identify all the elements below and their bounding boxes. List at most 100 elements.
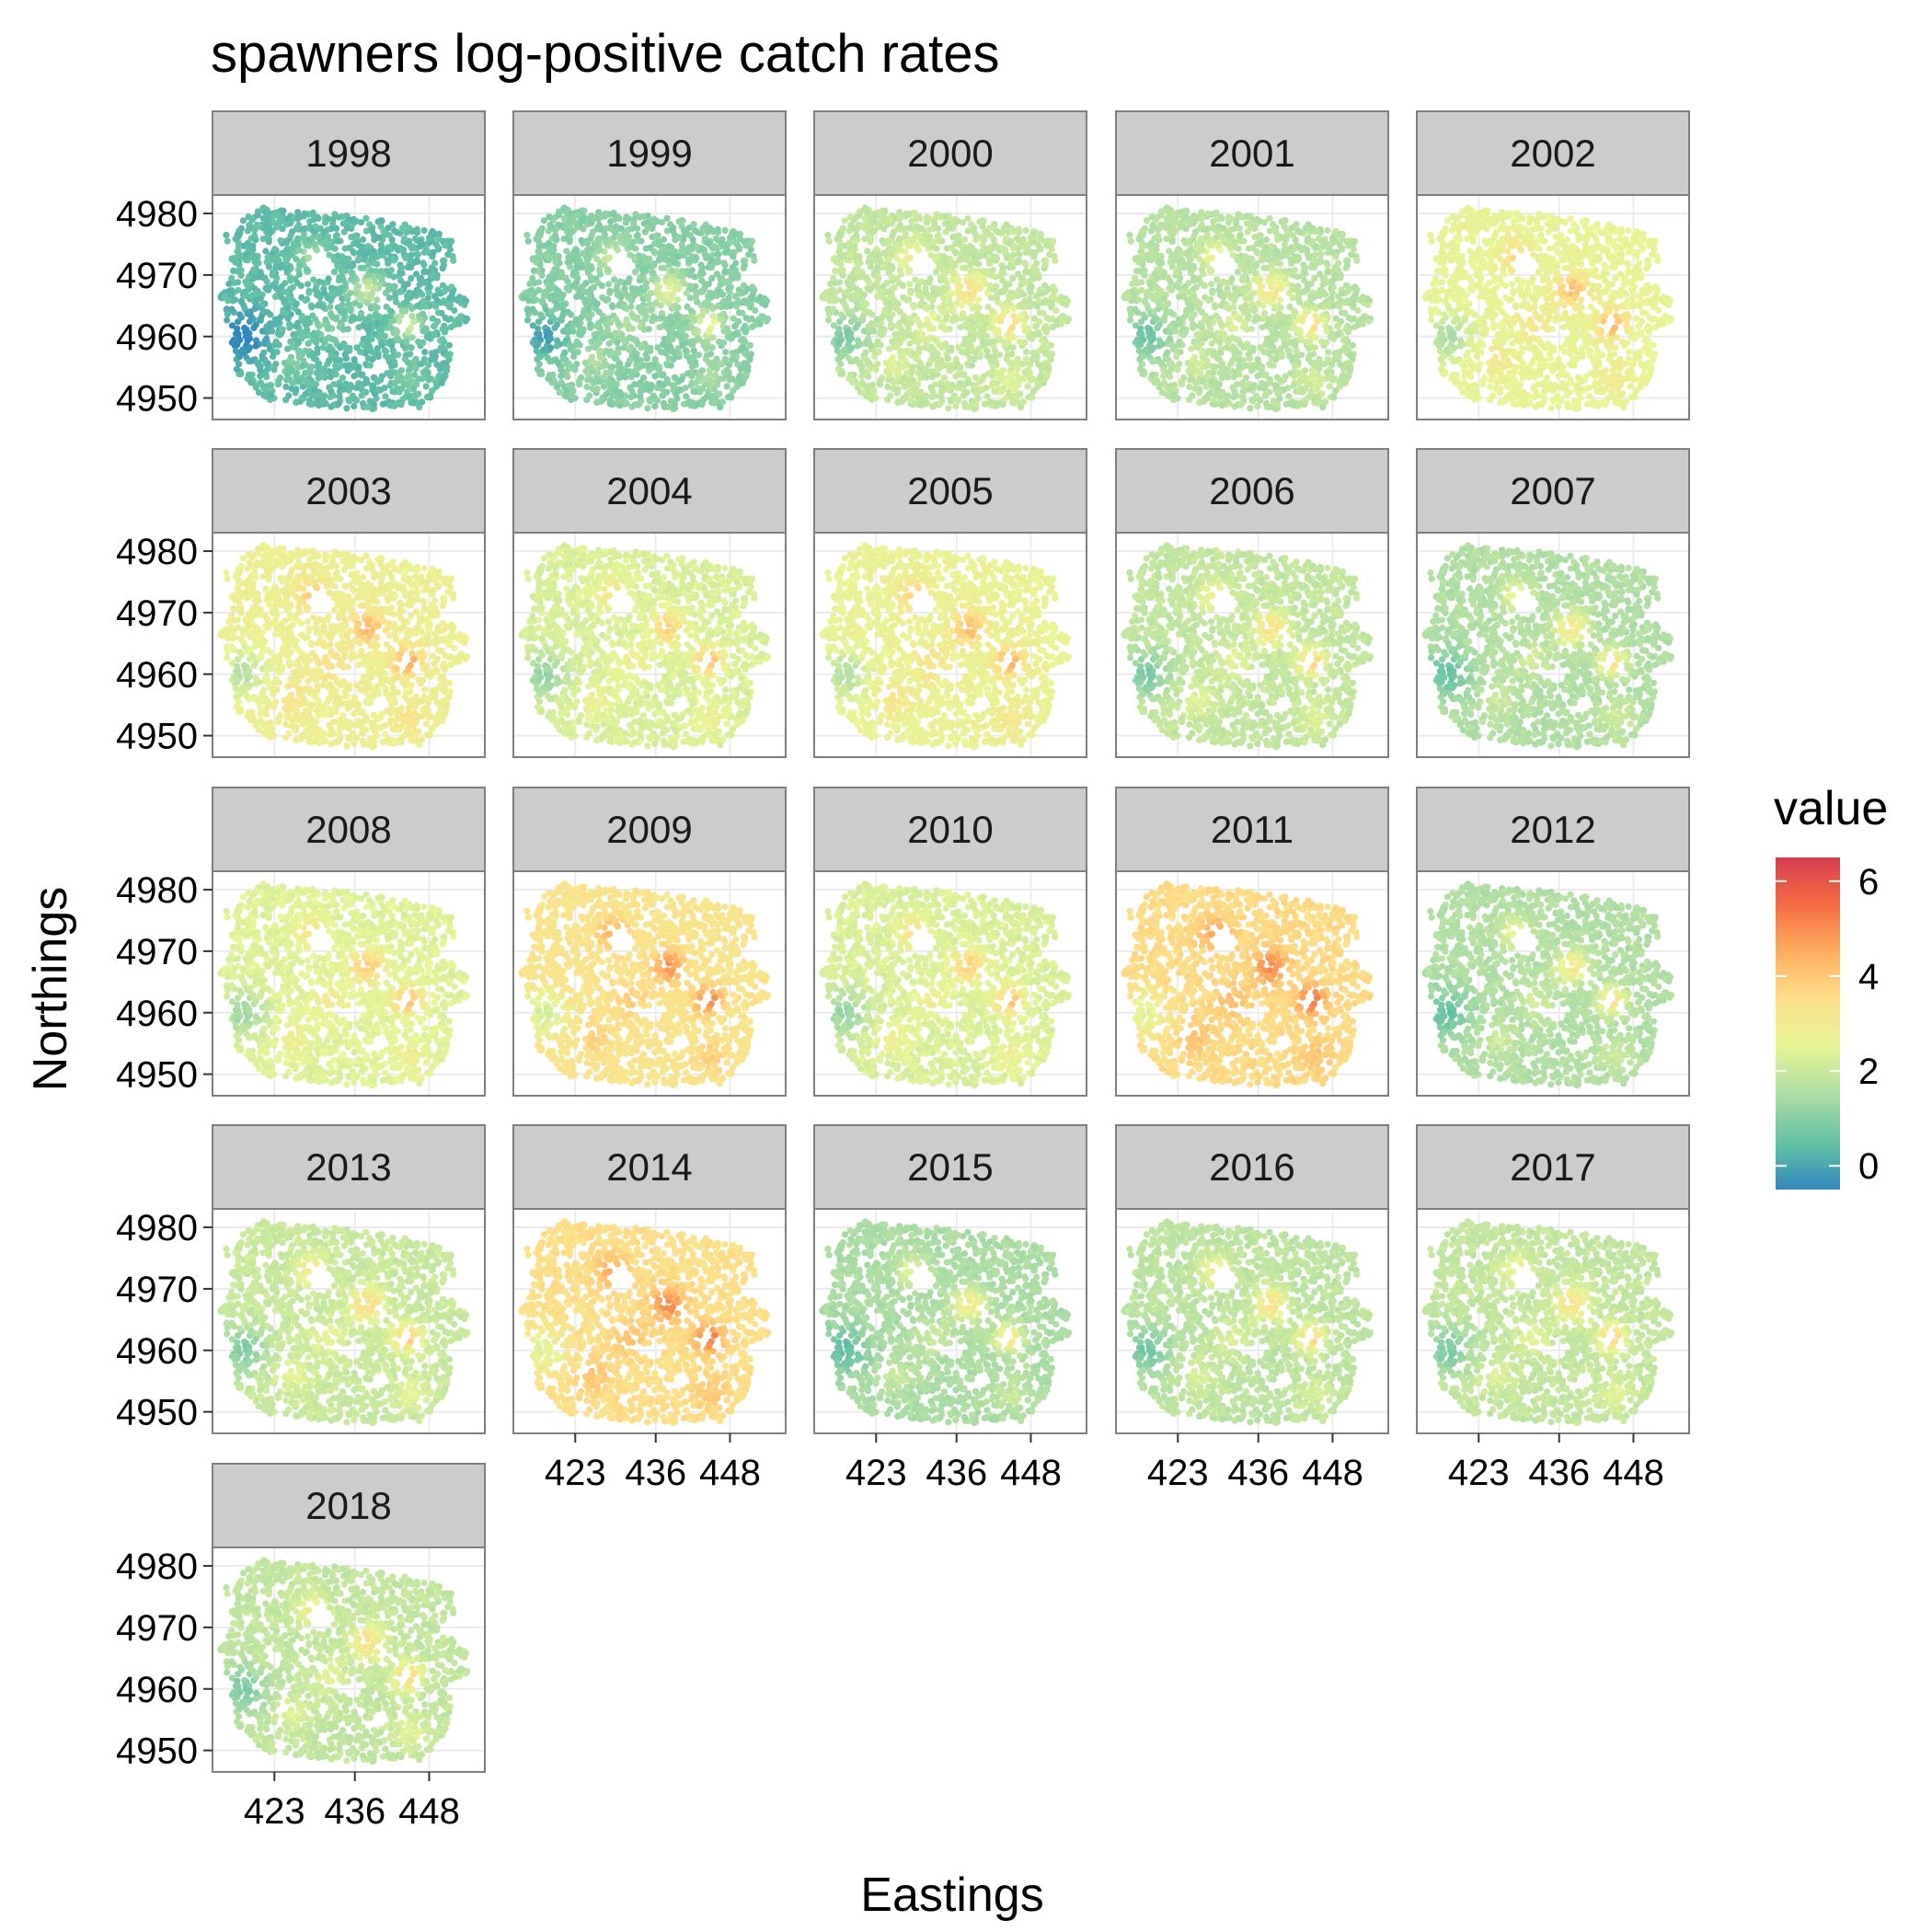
data-point <box>937 400 944 408</box>
data-point <box>408 275 415 282</box>
data-point <box>903 296 911 305</box>
data-point <box>1023 349 1030 356</box>
data-point <box>418 361 425 368</box>
data-point <box>394 335 401 342</box>
data-point <box>291 242 298 249</box>
data-point <box>451 306 458 315</box>
data-point <box>368 253 375 260</box>
data-point <box>264 365 271 373</box>
data-point <box>995 374 1003 383</box>
data-point <box>1041 325 1048 333</box>
data-point <box>585 345 592 352</box>
data-point <box>257 373 264 380</box>
data-point <box>337 383 344 390</box>
data-point <box>972 374 979 381</box>
data-point <box>637 274 644 282</box>
facet-panel: 1999 <box>512 110 787 420</box>
data-point <box>397 367 406 374</box>
data-point <box>891 297 899 305</box>
data-point <box>351 402 358 410</box>
data-point <box>583 383 591 391</box>
data-point <box>245 371 252 379</box>
data-point <box>1041 343 1048 351</box>
data-point <box>252 301 259 308</box>
data-point <box>321 219 328 226</box>
data-point <box>307 363 316 371</box>
data-point <box>952 402 960 410</box>
data-point <box>651 249 659 257</box>
data-point <box>950 270 958 277</box>
data-point <box>672 259 679 267</box>
data-point <box>917 360 925 367</box>
data-point <box>695 374 702 383</box>
data-point <box>712 371 719 379</box>
y-tick-label: 4950 <box>116 379 198 420</box>
data-point <box>286 220 294 227</box>
data-point <box>611 354 619 362</box>
data-point <box>257 366 264 374</box>
data-point <box>723 246 730 253</box>
data-point <box>698 264 707 271</box>
data-point <box>362 379 369 386</box>
data-point <box>355 363 362 371</box>
data-point <box>263 323 270 330</box>
data-point <box>563 223 570 230</box>
data-point <box>360 246 367 253</box>
data-point <box>866 360 873 367</box>
data-point <box>957 363 964 371</box>
data-point <box>448 283 455 291</box>
data-point <box>741 297 749 305</box>
data-point <box>234 247 241 255</box>
data-point <box>1030 271 1038 279</box>
data-point <box>572 293 581 301</box>
data-point <box>896 221 904 229</box>
data-point <box>912 276 919 283</box>
data-point <box>295 270 303 278</box>
data-point <box>594 360 602 368</box>
data-point <box>1016 302 1023 310</box>
data-point <box>374 234 382 242</box>
data-point <box>1003 355 1010 362</box>
data-point <box>271 246 279 253</box>
data-point <box>558 315 565 322</box>
data-point <box>707 263 716 271</box>
data-point <box>370 374 377 381</box>
data-point <box>588 232 595 239</box>
data-point <box>232 296 239 304</box>
data-point <box>370 383 377 390</box>
data-point <box>221 293 228 301</box>
data-point <box>522 293 529 301</box>
data-point <box>305 254 313 261</box>
data-point <box>593 398 601 406</box>
data-point <box>234 268 241 275</box>
data-point <box>961 246 969 253</box>
data-point <box>734 296 742 305</box>
data-point <box>441 288 448 295</box>
data-point <box>898 354 905 362</box>
data-point <box>1032 330 1040 338</box>
data-point <box>392 243 399 251</box>
data-point <box>614 339 621 346</box>
data-point <box>533 236 540 243</box>
data-point <box>282 383 290 391</box>
data-point <box>316 402 323 409</box>
data-point <box>835 247 843 255</box>
data-point <box>573 338 581 345</box>
data-point <box>644 224 651 232</box>
data-point <box>437 337 444 344</box>
data-point <box>583 265 591 272</box>
data-point <box>990 362 997 370</box>
data-point <box>360 264 367 271</box>
data-point <box>564 374 571 381</box>
data-point <box>896 235 903 242</box>
data-point <box>957 255 964 262</box>
data-point <box>563 209 570 216</box>
data-point <box>1041 297 1049 305</box>
data-point <box>451 321 459 328</box>
data-point <box>573 361 581 368</box>
data-point <box>937 286 945 293</box>
data-point <box>876 381 884 388</box>
data-point <box>377 247 385 254</box>
data-point <box>951 313 959 321</box>
